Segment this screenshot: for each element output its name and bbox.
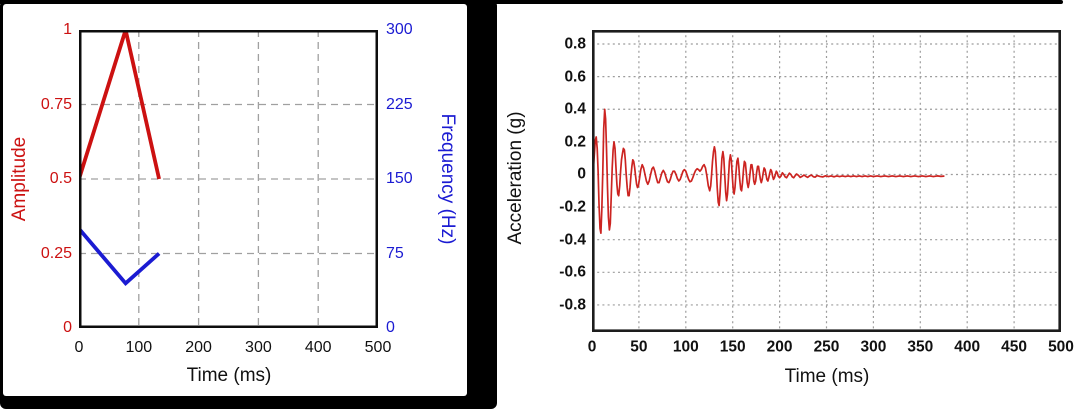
left-time-tick-label: 100 [125, 339, 153, 356]
left-time-tick-label: 500 [364, 339, 392, 356]
amplitude-tick-label: 0.5 [49, 170, 72, 187]
right-time-axis-title: Time (ms) [784, 366, 870, 387]
acceleration-tick-label: 0.4 [564, 100, 586, 118]
left-time-tick-label: 200 [185, 339, 212, 356]
acceleration-plot-area [592, 30, 1061, 332]
amplitude-tick-label: 0.75 [40, 95, 72, 113]
right-time-tick-label: 250 [813, 338, 840, 356]
acceleration-tick-label: 0 [577, 165, 586, 183]
frequency-tick-label: 150 [386, 170, 413, 187]
window-top-border [0, 0, 1063, 4]
right-time-tick-label: 450 [1001, 338, 1028, 356]
acceleration-tick-label: 0.8 [564, 35, 586, 53]
left-time-tick-label: 400 [304, 339, 332, 356]
right-time-tick-label: 350 [907, 338, 934, 356]
amplitude-axis-title: Amplitude [9, 136, 30, 222]
frequency-tick-label: 300 [386, 21, 413, 38]
frequency-axis-title: Frequency (Hz) [437, 113, 458, 245]
acceleration-tick-label: 0.2 [564, 133, 586, 151]
acceleration-tick-label: 0.6 [564, 67, 586, 85]
right-time-tick-label: 0 [587, 338, 597, 356]
left-time-axis-title: Time (ms) [186, 365, 272, 386]
amplitude-tick-label: 1 [63, 21, 72, 38]
amplitude-envelope-line [79, 30, 161, 180]
right-time-tick-label: 500 [1048, 338, 1074, 356]
right-time-tick-label: 150 [719, 338, 746, 356]
acceleration-tick-label: -0.4 [559, 230, 586, 248]
frequency-tick-label: 75 [386, 244, 404, 262]
frequency-tick-label: 0 [386, 319, 395, 336]
frequency-sweep-line [79, 227, 161, 287]
left-time-tick-label: 300 [245, 339, 272, 356]
excitation-plot-area [79, 30, 378, 328]
acceleration-tick-label: -0.2 [559, 198, 586, 216]
frequency-tick-label: 225 [386, 95, 413, 113]
left-time-tick-label: 0 [74, 339, 84, 356]
acceleration-trace-line [592, 108, 945, 235]
right-time-tick-label: 100 [672, 338, 699, 356]
amplitude-tick-label: 0 [63, 319, 72, 336]
acceleration-tick-label: -0.8 [559, 296, 586, 314]
acceleration-axis-title: Acceleration (g) [505, 111, 526, 245]
right-time-tick-label: 50 [630, 338, 648, 356]
right-time-tick-label: 200 [766, 338, 793, 356]
acceleration-tick-label: -0.6 [559, 263, 586, 281]
right-time-tick-label: 400 [954, 338, 981, 356]
amplitude-tick-label: 0.25 [40, 244, 72, 262]
right-time-tick-label: 300 [860, 338, 887, 356]
